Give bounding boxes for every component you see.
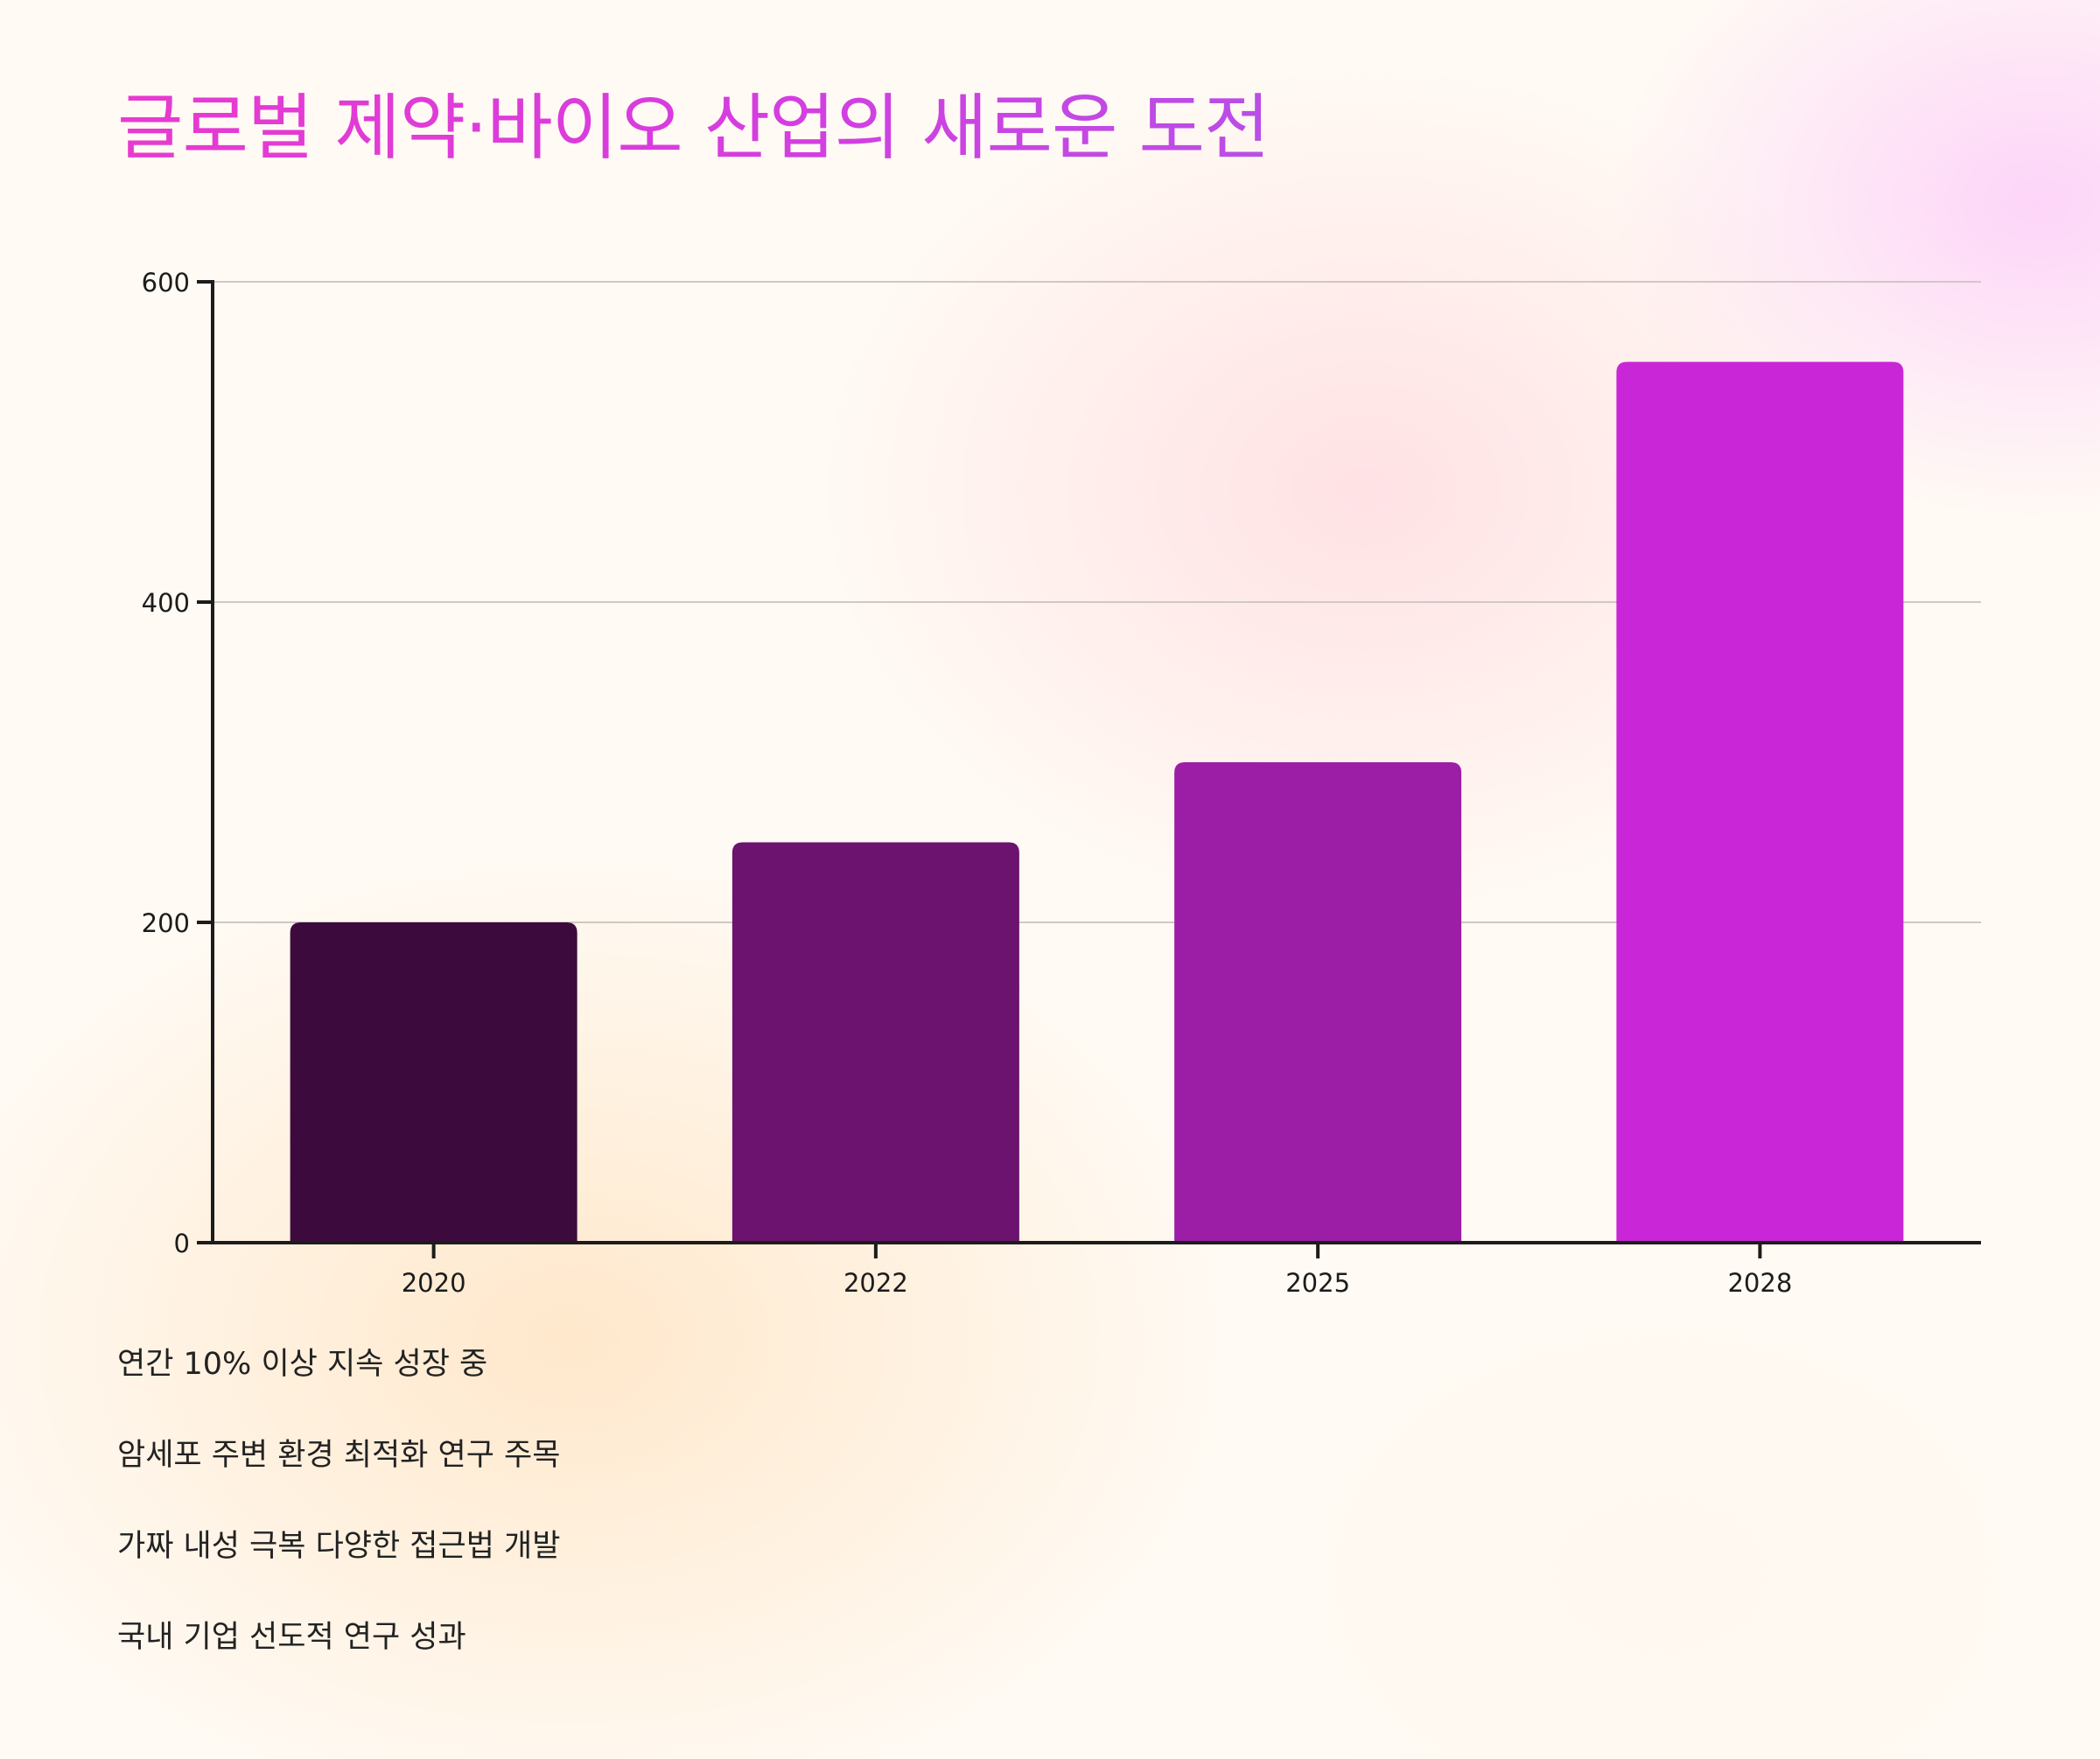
y-tick-label: 400 (142, 588, 190, 618)
bar-chart: 0 200 400 600 2020 2022 2025 2028 (142, 268, 1981, 1298)
x-tick-label: 2020 (402, 1268, 466, 1298)
x-tick-label: 2025 (1285, 1268, 1350, 1298)
x-tick-label: 2028 (1727, 1268, 1792, 1298)
bar-2020 (290, 922, 578, 1243)
page-title: 글로벌 제약·바이오 산업의 새로운 도전 (117, 86, 1270, 172)
bars (290, 361, 1904, 1243)
note-item: 가짜 내성 극복 다양한 접근법 개발 (117, 1529, 561, 1564)
note-item: 국내 기업 선도적 연구 성과 (117, 1620, 466, 1655)
y-tick-label: 200 (142, 908, 190, 938)
bar-2028 (1616, 361, 1904, 1243)
bar-2025 (1174, 762, 1462, 1243)
x-tick-label: 2022 (844, 1268, 908, 1298)
note-item: 연간 10% 이상 지속 성장 중 (117, 1347, 488, 1382)
tick-labels: 0 200 400 600 2020 2022 2025 2028 (142, 268, 1793, 1298)
notes-list: 연간 10% 이상 지속 성장 중 암세포 주변 환경 최적화 연구 주목 가짜… (117, 1342, 560, 1706)
y-tick-label: 600 (142, 268, 190, 298)
bar-2022 (732, 842, 1019, 1243)
y-tick-label: 0 (174, 1229, 190, 1258)
axes (197, 280, 1981, 1258)
note-item: 암세포 주변 환경 최적화 연구 주목 (117, 1438, 561, 1473)
